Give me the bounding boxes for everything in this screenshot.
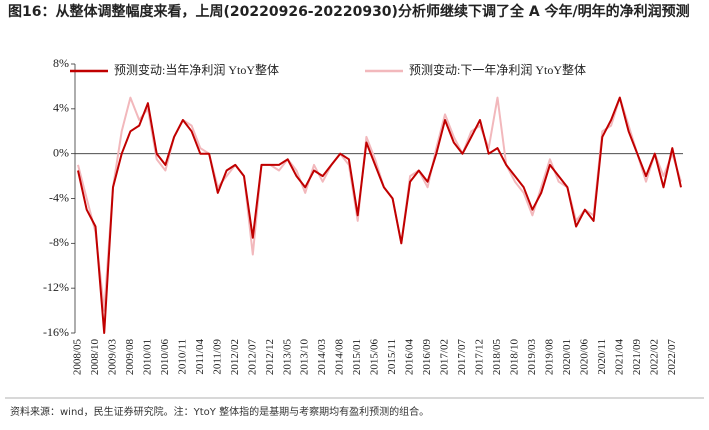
x-tick-label: 2014/03 <box>316 339 328 376</box>
x-tick-label: 2017/07 <box>456 339 468 376</box>
x-tick-label: 2017/02 <box>439 339 451 375</box>
legend-label: 预测变动:下一年净利润 YtoY整体 <box>409 62 586 77</box>
x-tick-label: 2019/03 <box>526 339 538 376</box>
x-tick-label: 2008/10 <box>89 339 101 376</box>
x-tick-label: 2013/05 <box>281 339 293 376</box>
series-line <box>77 96 682 312</box>
y-tick-label: -4% <box>49 190 69 204</box>
y-tick-label: -16% <box>43 325 69 339</box>
x-tick-label: 2020/06 <box>578 339 590 376</box>
legend-label: 预测变动:当年净利润 YtoY整体 <box>114 62 279 77</box>
x-tick-label: 2012/02 <box>229 339 241 375</box>
x-tick-label: 2014/08 <box>334 339 346 376</box>
x-tick-label: 2009/03 <box>106 339 118 376</box>
x-tick-label: 2011/09 <box>211 339 223 375</box>
x-tick-label: 2015/06 <box>369 339 381 376</box>
x-tick-label: 2011/04 <box>194 339 206 375</box>
x-tick-label: 2013/10 <box>299 339 311 376</box>
x-tick-label: 2020/01 <box>561 339 573 375</box>
x-tick-label: 2022/07 <box>666 339 678 376</box>
x-tick-label: 2009/08 <box>124 339 136 376</box>
x-tick-label: 2019/08 <box>543 339 555 376</box>
x-tick-label: 2012/07 <box>246 339 258 376</box>
x-tick-label: 2016/09 <box>421 339 433 376</box>
x-tick-label: 2008/05 <box>72 339 84 376</box>
x-tick-label: 2021/04 <box>613 339 625 376</box>
x-tick-label: 2015/11 <box>386 339 398 375</box>
x-tick-label: 2012/12 <box>264 339 276 375</box>
y-tick-label: 8% <box>53 56 69 70</box>
y-tick-label: -12% <box>43 280 69 294</box>
source-note: 资料来源：wind，民生证券研究院。注：YtoY 整体指的是基期与考察期均有盈利… <box>10 405 429 418</box>
y-tick-label: -8% <box>49 235 69 249</box>
x-tick-label: 2018/10 <box>508 339 520 376</box>
x-tick-label: 2010/06 <box>159 339 171 376</box>
x-tick-label: 2020/11 <box>596 339 608 375</box>
x-tick-label: 2017/12 <box>474 339 486 375</box>
chart-title: 图16：从整体调整幅度来看，上周(20220926-20220930)分析师继续… <box>8 4 690 20</box>
y-tick-label: 0% <box>53 145 69 159</box>
x-tick-label: 2022/02 <box>648 339 660 375</box>
x-tick-label: 2015/01 <box>351 339 363 375</box>
x-tick-label: 2010/11 <box>176 339 188 375</box>
x-tick-label: 2018/05 <box>491 339 503 376</box>
series-line <box>77 96 682 334</box>
x-tick-label: 2021/09 <box>631 339 643 376</box>
x-tick-label: 2010/01 <box>141 339 153 375</box>
x-tick-label: 2016/04 <box>404 339 416 376</box>
y-tick-label: 4% <box>53 101 69 115</box>
